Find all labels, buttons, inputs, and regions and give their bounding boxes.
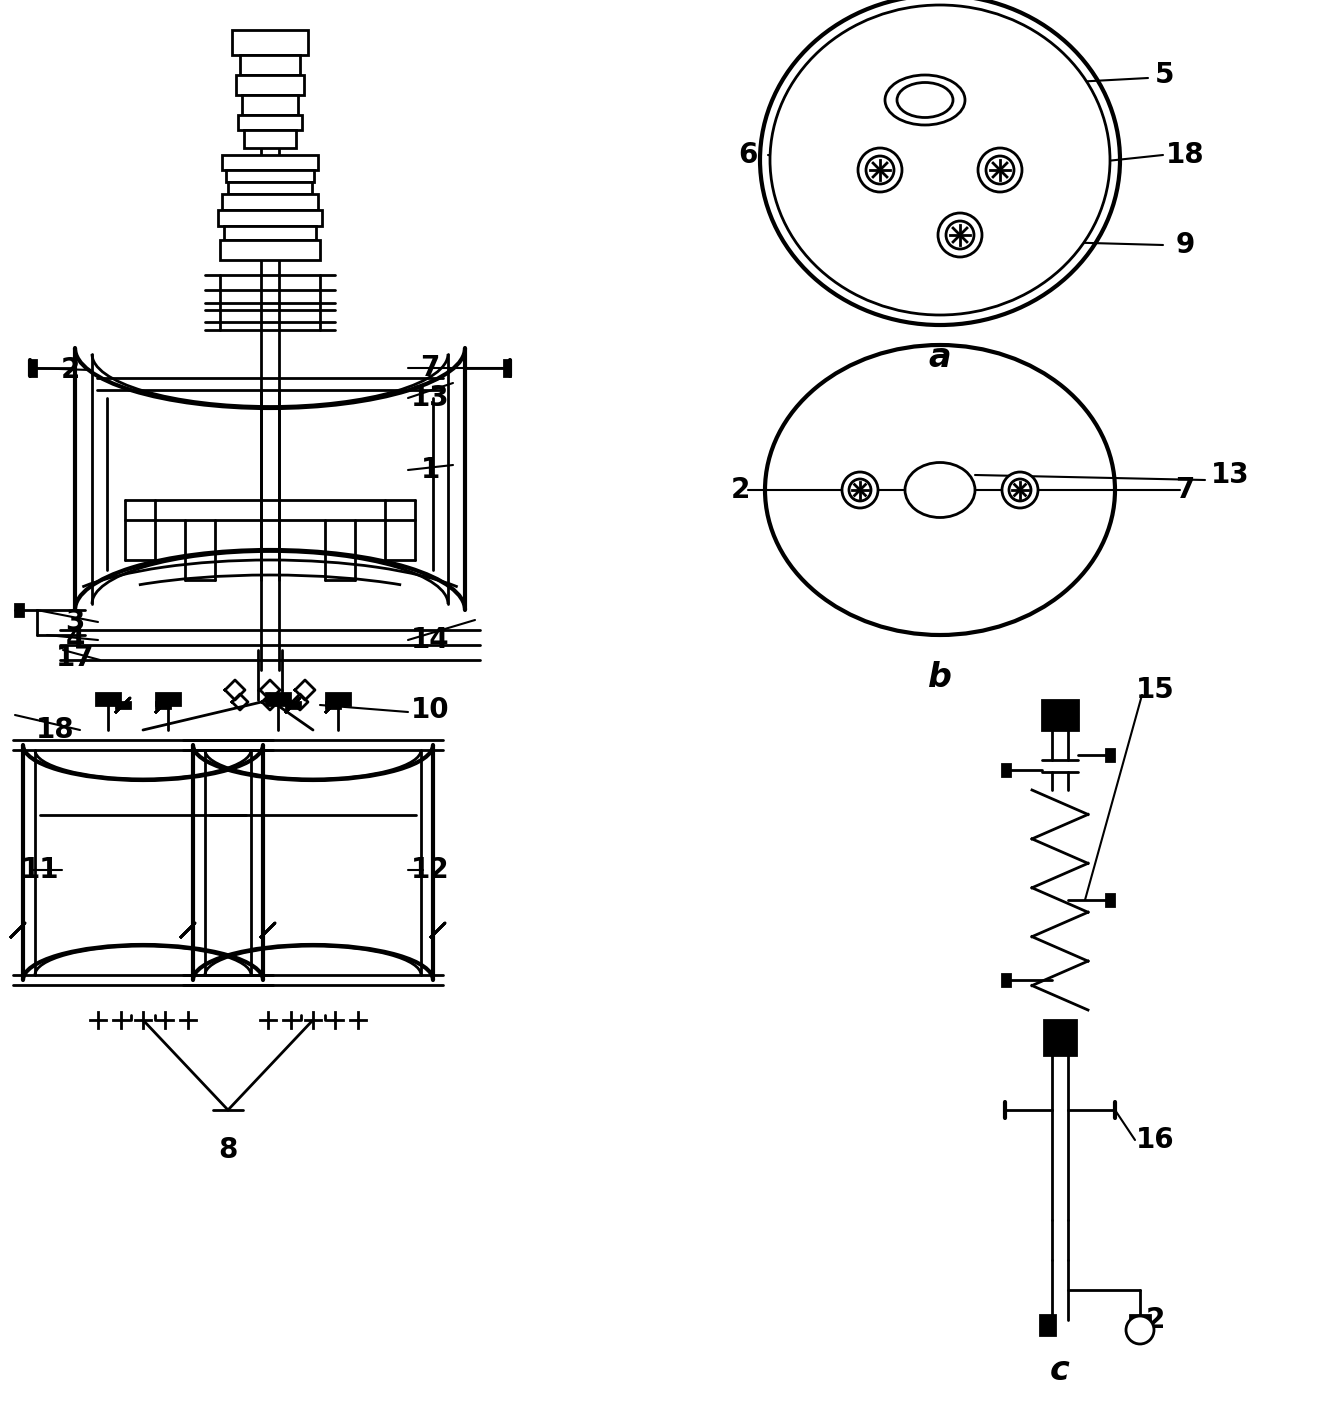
Ellipse shape — [904, 463, 975, 518]
Text: 18: 18 — [36, 716, 75, 744]
Circle shape — [946, 222, 974, 248]
Circle shape — [978, 147, 1022, 192]
Circle shape — [848, 478, 871, 501]
Bar — [1040, 1315, 1055, 1336]
Bar — [1130, 1315, 1150, 1324]
Bar — [244, 130, 296, 147]
Bar — [218, 210, 322, 226]
Text: 13: 13 — [1211, 462, 1249, 490]
Text: 17: 17 — [56, 644, 95, 672]
Bar — [266, 693, 290, 704]
Text: 6: 6 — [738, 140, 758, 168]
Bar — [222, 194, 318, 210]
Text: 2: 2 — [730, 476, 750, 504]
Bar — [96, 693, 120, 704]
Bar — [224, 226, 316, 240]
Bar — [1044, 1020, 1076, 1055]
Text: 8: 8 — [218, 1136, 237, 1164]
Ellipse shape — [761, 0, 1120, 325]
Bar — [1002, 974, 1010, 986]
Text: b: b — [928, 661, 952, 693]
Text: 9: 9 — [1175, 231, 1195, 260]
Bar — [156, 693, 180, 704]
Text: 14: 14 — [410, 626, 449, 654]
Text: a: a — [928, 341, 951, 373]
Bar — [286, 702, 300, 709]
Circle shape — [938, 213, 982, 257]
Bar — [15, 605, 23, 616]
Text: 15: 15 — [1136, 676, 1175, 704]
Circle shape — [1010, 478, 1031, 501]
Text: 7: 7 — [1175, 476, 1195, 504]
Bar — [503, 361, 510, 376]
Text: 18: 18 — [1166, 140, 1204, 168]
Text: 16: 16 — [1136, 1127, 1175, 1155]
Ellipse shape — [770, 6, 1110, 316]
Bar — [232, 29, 308, 55]
Bar — [236, 74, 304, 95]
Text: 4: 4 — [65, 626, 85, 654]
Text: 12: 12 — [410, 856, 449, 884]
Ellipse shape — [896, 83, 952, 118]
Bar — [242, 95, 298, 115]
Circle shape — [1126, 1316, 1154, 1344]
Text: 1: 1 — [421, 456, 440, 484]
Text: 10: 10 — [410, 696, 449, 724]
Bar — [1042, 700, 1078, 730]
Bar — [228, 182, 312, 194]
Bar — [1002, 765, 1010, 776]
Bar — [31, 361, 36, 376]
Bar — [240, 55, 300, 74]
Circle shape — [986, 156, 1014, 184]
Bar — [1106, 749, 1114, 760]
Ellipse shape — [765, 345, 1115, 636]
Text: 2: 2 — [1146, 1306, 1164, 1334]
Circle shape — [842, 471, 878, 508]
Circle shape — [866, 156, 894, 184]
Text: 5: 5 — [1155, 60, 1175, 88]
Circle shape — [858, 147, 902, 192]
Text: 3: 3 — [65, 607, 85, 636]
Bar — [222, 154, 318, 170]
Text: 13: 13 — [410, 384, 449, 412]
Bar — [326, 693, 350, 704]
Text: c: c — [1050, 1354, 1070, 1386]
Bar — [238, 115, 302, 130]
Bar — [156, 702, 170, 709]
Bar — [116, 702, 131, 709]
Text: 11: 11 — [21, 856, 59, 884]
Circle shape — [1002, 471, 1038, 508]
Ellipse shape — [884, 74, 964, 125]
Text: 7: 7 — [421, 354, 440, 382]
Text: 2: 2 — [60, 356, 80, 384]
Bar — [1106, 894, 1114, 906]
Bar — [226, 170, 314, 182]
Bar — [326, 702, 340, 709]
Bar — [220, 240, 320, 260]
